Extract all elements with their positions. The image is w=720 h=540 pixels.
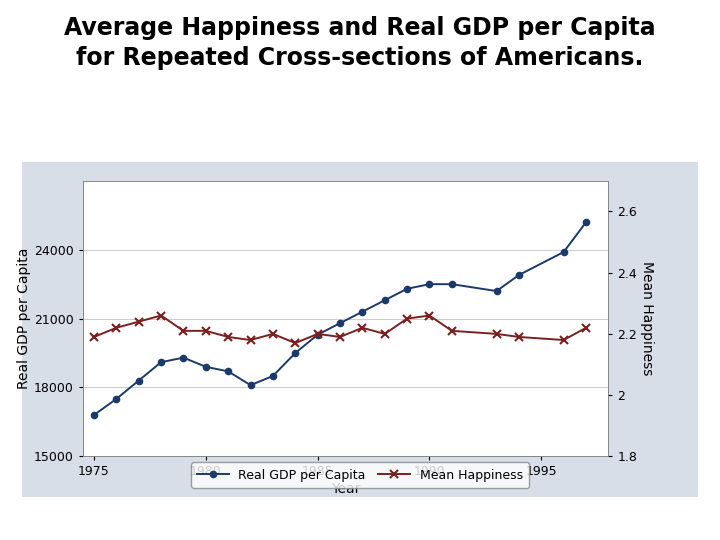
Y-axis label: Mean Happiness: Mean Happiness <box>640 261 654 376</box>
Y-axis label: Real GDP per Capita: Real GDP per Capita <box>17 248 31 389</box>
X-axis label: Year: Year <box>331 483 360 496</box>
Legend: Real GDP per Capita, Mean Happiness: Real GDP per Capita, Mean Happiness <box>191 462 529 488</box>
Text: Average Happiness and Real GDP per Capita
for Repeated Cross-sections of America: Average Happiness and Real GDP per Capit… <box>64 16 656 70</box>
